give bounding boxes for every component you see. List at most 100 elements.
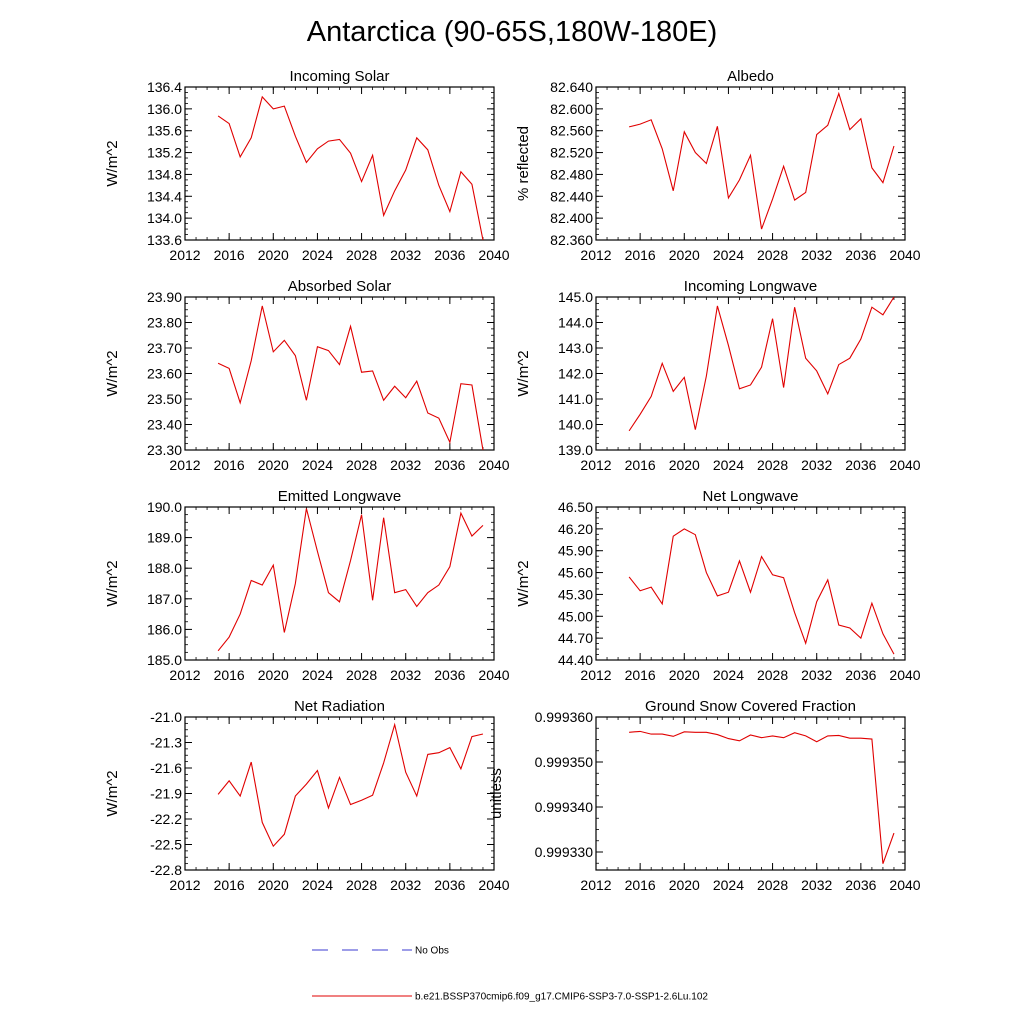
y-axis-label: W/m^2 (104, 770, 121, 816)
x-tick-label: 2032 (390, 247, 421, 263)
y-tick-label: 82.400 (550, 210, 593, 226)
y-tick-label: 0.999350 (535, 754, 594, 770)
x-tick-label: 2024 (713, 667, 744, 683)
y-tick-label: 186.0 (147, 621, 182, 637)
y-tick-label: 187.0 (147, 591, 182, 607)
y-tick-label: 189.0 (147, 530, 182, 546)
x-tick-label: 2028 (757, 247, 788, 263)
x-tick-label: 2024 (302, 877, 333, 893)
x-tick-label: 2020 (669, 247, 700, 263)
panel-title: Albedo (727, 68, 774, 85)
y-tick-label: 133.6 (147, 232, 182, 248)
legend-label: No Obs (415, 946, 449, 957)
panel-title: Incoming Longwave (684, 278, 817, 295)
x-tick-label: 2032 (801, 877, 832, 893)
y-tick-label: 136.0 (147, 101, 182, 117)
panel-emitted-longwave: Emitted Longwave 2012 2016 2020 2024 2028 2032… (104, 488, 510, 683)
panel-title: Incoming Solar (289, 68, 389, 85)
x-tick-label: 2028 (346, 877, 377, 893)
x-tick-label: 2012 (580, 247, 611, 263)
x-tick-label: 2020 (669, 457, 700, 473)
x-tick-label: 2040 (889, 667, 920, 683)
x-tick-label: 2028 (346, 247, 377, 263)
x-tick-label: 2012 (169, 877, 200, 893)
x-tick-label: 2032 (801, 667, 832, 683)
x-tick-label: 2016 (625, 247, 656, 263)
panel-incoming-longwave: Incoming Longwave 2012 2016 2020 2024 2028 203… (515, 278, 921, 473)
y-axis-label: % reflected (515, 126, 532, 201)
x-tick-label: 2012 (580, 877, 611, 893)
y-axis-label: W/m^2 (104, 560, 121, 606)
series-line (217, 95, 484, 241)
x-tick-label: 2016 (214, 667, 245, 683)
x-tick-label: 2024 (713, 247, 744, 263)
x-tick-label: 2036 (434, 667, 465, 683)
y-tick-label: 139.0 (558, 442, 593, 458)
x-tick-label: 2020 (669, 877, 700, 893)
x-tick-label: 2012 (169, 457, 200, 473)
y-tick-label: 23.60 (147, 366, 182, 382)
plot-frame (184, 716, 495, 871)
y-axis-label: W/m^2 (104, 350, 121, 396)
y-tick-label: 82.520 (550, 145, 593, 161)
plot-frame (184, 506, 495, 661)
x-tick-label: 2040 (478, 247, 509, 263)
series-line (217, 722, 484, 848)
y-tick-label: -21.3 (150, 735, 182, 751)
legend: No Obs b.e21.BSSP370cmip6.f09_g17.CMIP6-S… (312, 946, 708, 1003)
panel-net-longwave: Net Longwave 2012 2016 2020 2024 2028 2032 2036… (515, 488, 921, 683)
y-tick-label: 46.20 (558, 521, 593, 537)
y-tick-label: 185.0 (147, 652, 182, 668)
series-line (217, 508, 484, 652)
x-tick-label: 2016 (625, 877, 656, 893)
y-tick-label: -21.9 (150, 786, 182, 802)
x-tick-label: 2020 (669, 667, 700, 683)
x-tick-label: 2032 (801, 457, 832, 473)
y-tick-label: 45.90 (558, 543, 593, 559)
plot-frame (595, 506, 906, 661)
y-tick-label: 190.0 (147, 499, 182, 515)
x-tick-label: 2036 (434, 247, 465, 263)
legend-item: b.e21.BSSP370cmip6.f09_g17.CMIP6-SSP3-7.… (312, 992, 708, 1003)
y-axis-label: W/m^2 (104, 140, 121, 186)
y-tick-label: -21.6 (150, 760, 182, 776)
x-tick-label: 2020 (258, 247, 289, 263)
y-tick-label: 145.0 (558, 289, 593, 305)
x-tick-label: 2036 (845, 457, 876, 473)
x-tick-label: 2012 (580, 457, 611, 473)
y-tick-label: 141.0 (558, 391, 593, 407)
panel-title: Net Longwave (703, 488, 799, 505)
x-tick-label: 2024 (302, 247, 333, 263)
y-tick-label: -22.8 (150, 862, 182, 878)
plot-frame (184, 86, 495, 241)
y-axis-label: unitless (488, 768, 505, 819)
y-tick-label: 23.80 (147, 315, 182, 331)
x-tick-label: 2028 (757, 457, 788, 473)
x-tick-label: 2028 (757, 877, 788, 893)
panel-net-radiation: Net Radiation 2012 2016 2020 2024 2028 2032 203… (104, 698, 510, 893)
y-tick-label: 136.4 (147, 79, 182, 95)
y-tick-label: 135.2 (147, 145, 182, 161)
y-tick-label: 45.60 (558, 565, 593, 581)
x-tick-label: 2020 (258, 667, 289, 683)
y-tick-label: -22.5 (150, 837, 182, 853)
y-tick-label: 0.999360 (535, 709, 594, 725)
x-tick-label: 2028 (346, 457, 377, 473)
y-tick-label: 23.70 (147, 340, 182, 356)
x-tick-label: 2040 (889, 877, 920, 893)
panel-ground-snow-covered-fraction: Ground Snow Covered Fraction 2012 2016 2020… (488, 698, 921, 893)
x-tick-label: 2024 (713, 457, 744, 473)
x-tick-label: 2040 (478, 667, 509, 683)
plot-frame (595, 716, 906, 871)
x-tick-label: 2036 (434, 877, 465, 893)
x-tick-label: 2040 (889, 247, 920, 263)
x-tick-label: 2016 (214, 457, 245, 473)
y-tick-label: 82.600 (550, 101, 593, 117)
legend-label: b.e21.BSSP370cmip6.f09_g17.CMIP6-SSP3-7.… (415, 992, 708, 1003)
y-tick-label: 45.00 (558, 608, 593, 624)
x-tick-label: 2032 (390, 457, 421, 473)
legend-item: No Obs (312, 946, 449, 957)
y-tick-label: -22.2 (150, 811, 182, 827)
x-tick-label: 2040 (478, 457, 509, 473)
